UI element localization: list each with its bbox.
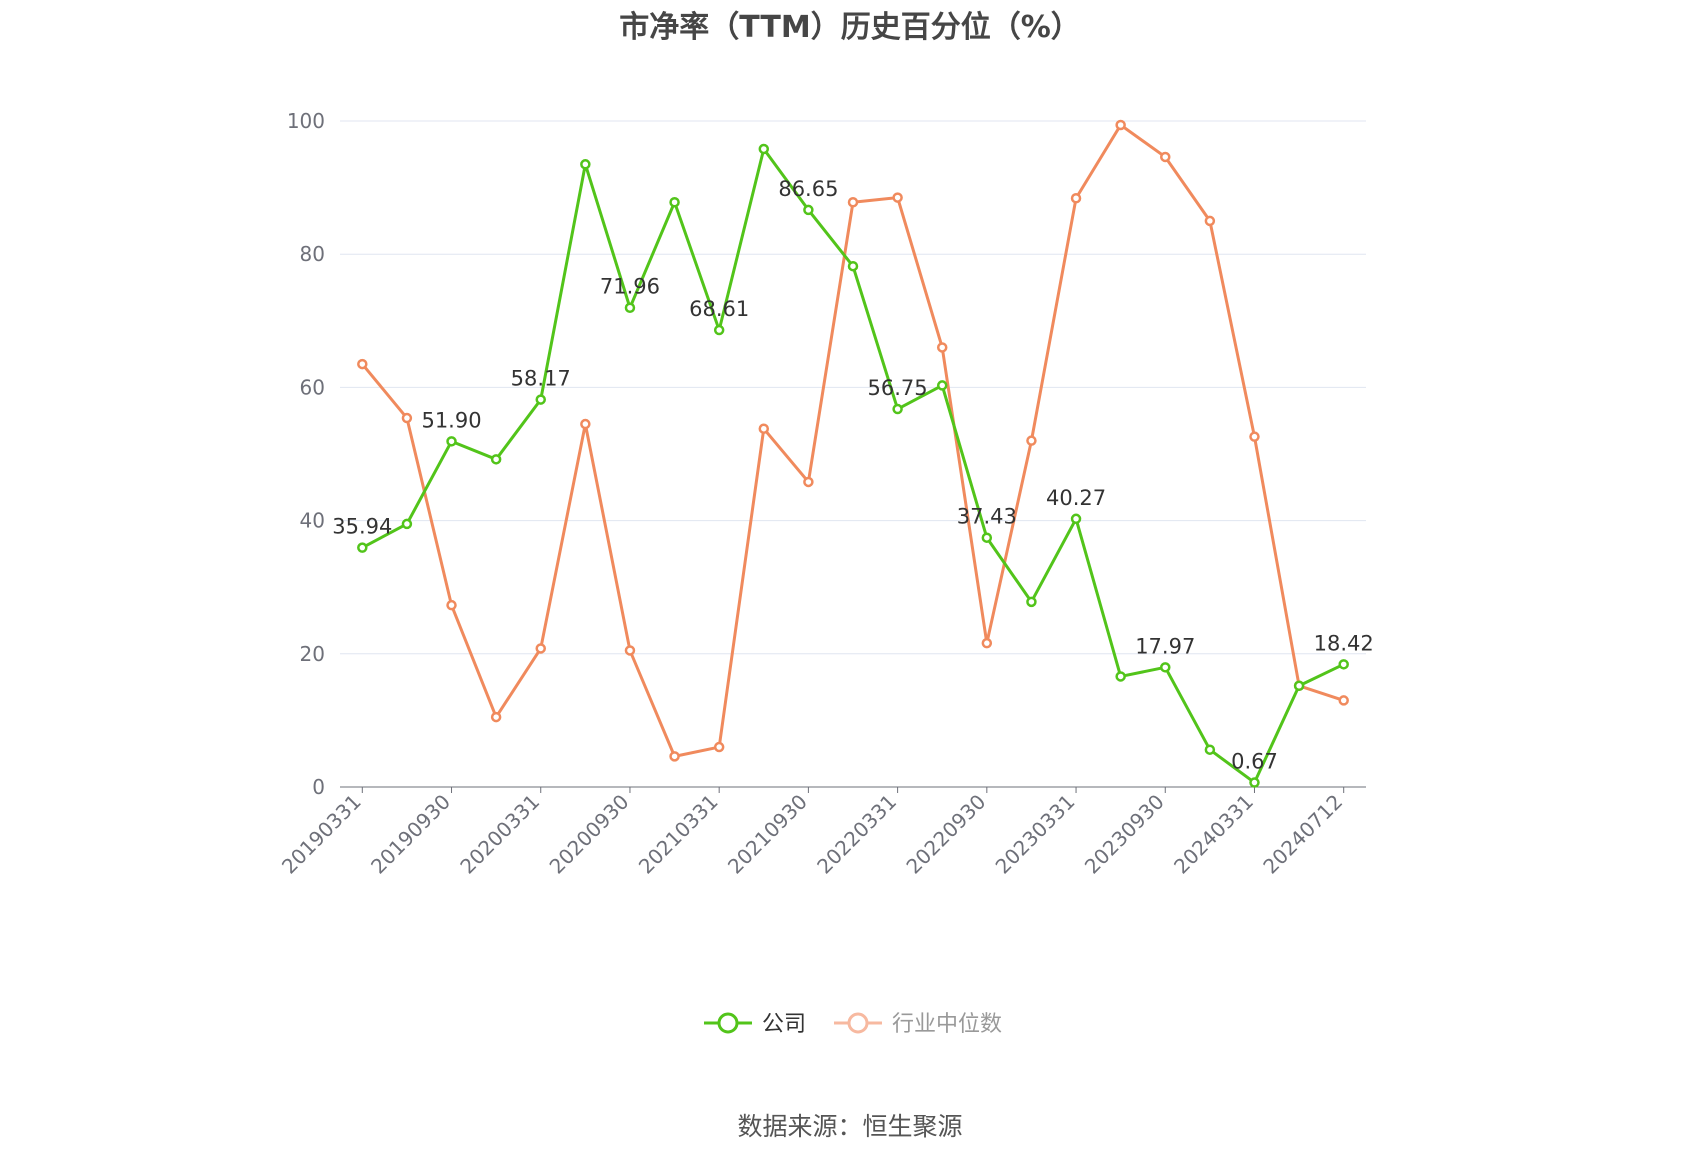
data-point	[713, 324, 725, 336]
data-point	[758, 143, 770, 155]
data-point	[401, 518, 413, 530]
data-point	[713, 741, 725, 753]
chart-title: 市净率（TTM）历史百分位（%）	[619, 10, 1081, 45]
x-tick-label: 20240331	[1169, 790, 1258, 879]
y-axis: 0 20 40 60 80 100	[287, 109, 325, 799]
x-tick-label: 20220331	[812, 790, 901, 879]
x-tick-label: 20190930	[366, 790, 455, 879]
data-point	[1293, 680, 1305, 692]
data-label: 51.90	[421, 408, 481, 432]
data-point	[357, 542, 368, 553]
data-point	[1338, 659, 1349, 670]
data-label: 35.94	[332, 515, 392, 539]
data-point	[1026, 596, 1037, 608]
x-axis: 20190331 20190930 20200331 20200930 20210331…	[277, 786, 1366, 879]
series-layer	[357, 119, 1349, 788]
data-point	[580, 159, 591, 170]
data-point	[803, 476, 814, 488]
data-point	[892, 192, 903, 203]
data-labels: 35.94 51.90 58.17 71.96 68.61 86.65 56.75 37.43…	[332, 177, 1374, 774]
data-point	[1160, 662, 1171, 673]
y-tick-label: 0	[312, 775, 325, 799]
data-point	[981, 532, 993, 543]
x-tick-label: 20200930	[545, 790, 634, 879]
grid-lines	[340, 120, 1366, 655]
data-point	[892, 403, 903, 415]
data-point	[981, 637, 993, 649]
data-point	[669, 751, 680, 762]
legend-marker	[847, 1012, 869, 1034]
y-tick-label: 40	[300, 509, 325, 533]
y-tick-label: 60	[300, 375, 325, 399]
x-tick-label: 20210930	[723, 790, 812, 879]
data-point	[1160, 151, 1171, 163]
data-point	[669, 197, 680, 208]
data-point	[758, 423, 770, 434]
y-tick-label: 80	[300, 242, 325, 266]
legend-label: 行业中位数	[892, 1012, 1002, 1037]
data-point	[446, 436, 457, 447]
data-point	[1204, 215, 1216, 227]
data-label: 71.96	[600, 275, 660, 299]
x-tick-label: 20210331	[634, 790, 723, 879]
data-point	[1204, 744, 1216, 755]
legend-marker	[717, 1012, 739, 1034]
data-point	[936, 380, 948, 391]
data-point	[1115, 671, 1126, 682]
data-point	[847, 197, 859, 208]
series-1	[357, 119, 1349, 762]
data-point	[1070, 193, 1082, 204]
legend-item-1[interactable]: 行业中位数	[834, 1012, 1002, 1037]
data-point	[624, 302, 636, 313]
data-point	[624, 645, 636, 656]
data-point	[446, 599, 457, 611]
x-tick-label: 20190331	[277, 790, 366, 879]
x-tick-label: 20200331	[455, 790, 544, 879]
x-tick-label: 20240712	[1258, 790, 1347, 879]
data-point	[1338, 695, 1349, 706]
data-point	[803, 204, 814, 216]
data-label: 18.42	[1314, 631, 1374, 655]
data-label: 68.61	[689, 297, 749, 321]
series-line	[361, 147, 1345, 785]
x-tick-label: 20230930	[1080, 790, 1169, 879]
x-tick-label: 20230331	[991, 790, 1080, 879]
data-label: 0.67	[1231, 750, 1278, 774]
data-point	[401, 412, 413, 424]
source-note: 数据来源：恒生聚源	[737, 1112, 962, 1141]
data-point	[490, 711, 502, 723]
data-label: 40.27	[1046, 486, 1106, 510]
data-point	[1070, 513, 1082, 525]
legend[interactable]: 公司 行业中位数	[704, 1012, 1002, 1037]
data-point	[580, 418, 591, 430]
data-point	[1249, 431, 1260, 442]
data-point	[1249, 777, 1260, 788]
data-label: 86.65	[778, 177, 838, 201]
legend-label: 公司	[762, 1012, 806, 1037]
y-tick-label: 100	[287, 109, 325, 133]
data-point	[1026, 435, 1037, 446]
data-label: 37.43	[957, 505, 1017, 529]
data-point	[357, 358, 368, 370]
legend-item-0[interactable]: 公司	[704, 1012, 806, 1037]
x-tick-label: 20220930	[901, 790, 990, 879]
data-point	[847, 260, 859, 272]
data-point	[936, 342, 948, 353]
data-label: 58.17	[511, 367, 571, 391]
data-point	[1115, 119, 1126, 131]
y-tick-label: 20	[300, 642, 325, 666]
data-point	[535, 643, 546, 654]
data-point	[535, 394, 546, 405]
data-label: 56.75	[868, 376, 928, 400]
data-point	[490, 454, 502, 465]
series-0	[357, 143, 1349, 788]
data-label: 17.97	[1135, 634, 1195, 658]
